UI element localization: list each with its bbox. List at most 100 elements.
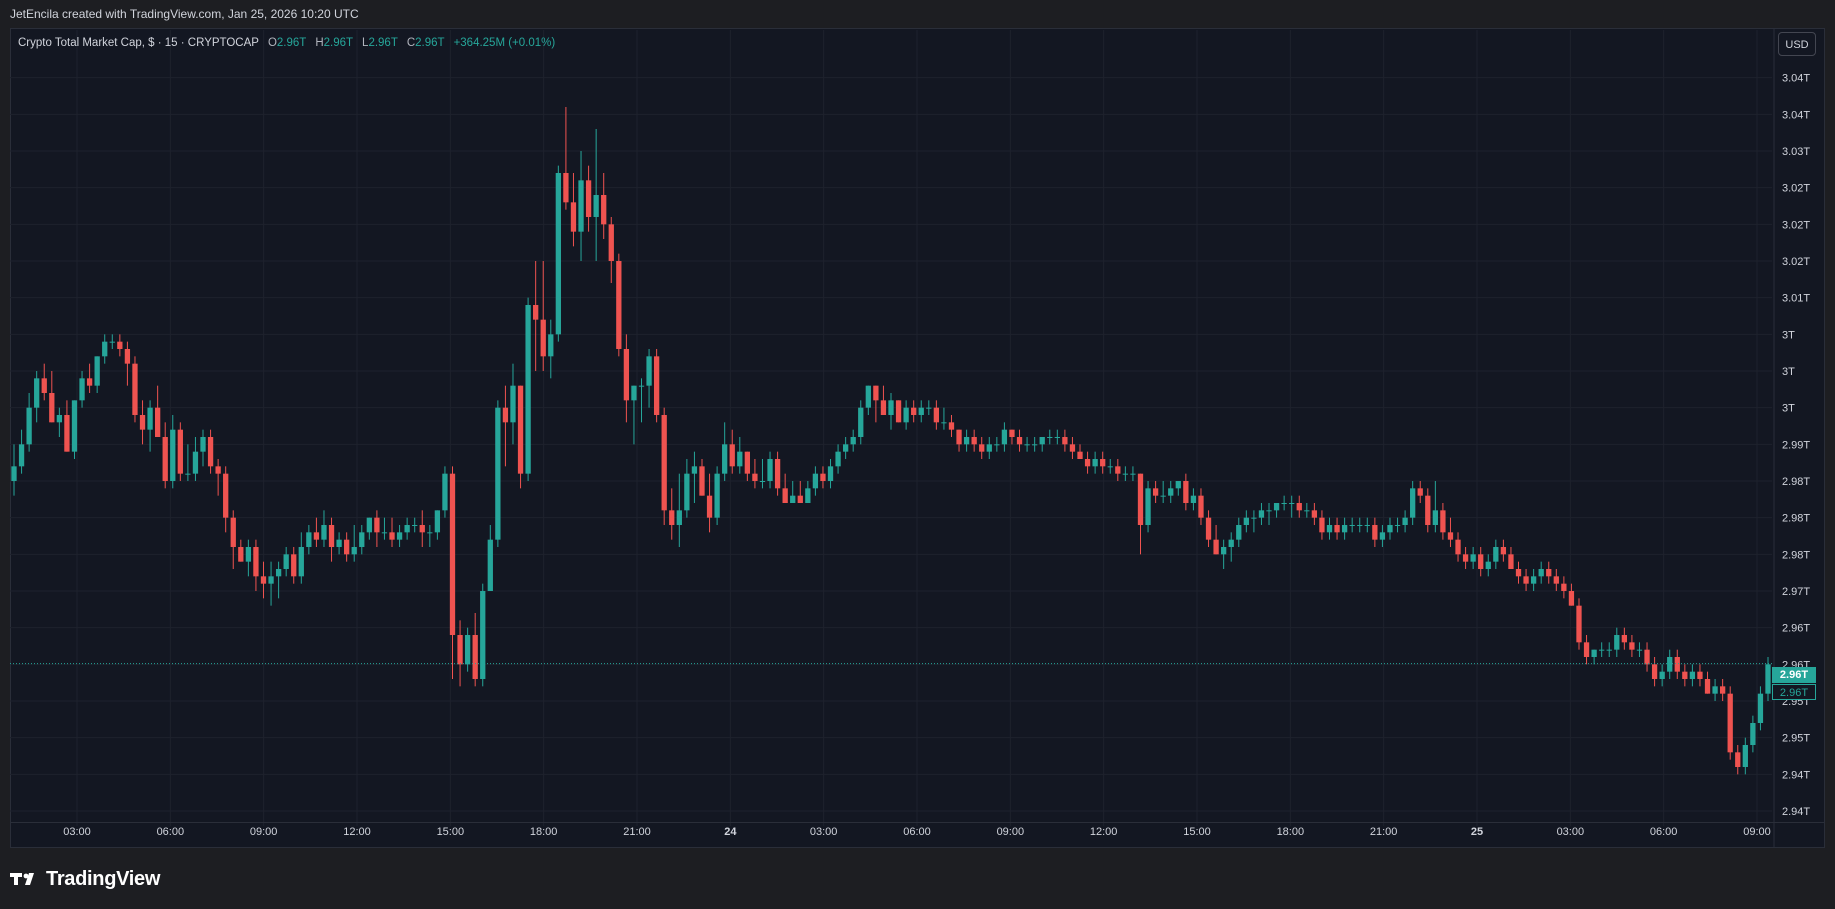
candle-body (1614, 635, 1620, 650)
candle-body (1341, 525, 1348, 533)
y-tick-label: 3T (1782, 329, 1795, 341)
candle-body (18, 444, 25, 467)
candle-body (706, 495, 713, 518)
candle-body (283, 554, 289, 569)
candle-body (888, 400, 894, 415)
x-tick-label: 21:00 (623, 826, 651, 838)
candle-body (139, 415, 146, 430)
candle-body (827, 466, 834, 481)
candle-body (260, 576, 267, 584)
candle-body (1447, 532, 1454, 540)
candle-body (86, 378, 93, 386)
x-tick-label: 25 (1471, 826, 1483, 838)
candle-body (427, 532, 433, 534)
candle-body (631, 385, 637, 401)
x-tick-label: 09:00 (250, 826, 278, 838)
candle-body (1508, 554, 1514, 569)
candle-body (1273, 503, 1280, 511)
candle-body (41, 378, 47, 393)
candle-body (457, 635, 463, 665)
change-value: +364.25M (+0.01%) (453, 37, 556, 49)
y-tick-label: 3.04T (1782, 109, 1810, 121)
candle-body (1455, 539, 1461, 555)
candle-body (26, 407, 32, 445)
candle-body (669, 510, 675, 525)
candle-body (480, 591, 486, 679)
candle-body (737, 451, 743, 467)
candle-body (593, 195, 599, 217)
candle-body (404, 525, 410, 533)
candle-body (1198, 495, 1204, 518)
candle-body (230, 517, 236, 547)
candle-body (699, 466, 705, 496)
candle-body (1432, 510, 1438, 525)
candle-body (1054, 437, 1060, 438)
candle-body (1092, 459, 1098, 467)
candle-body (1553, 576, 1559, 584)
x-tick-label: 03:00 (1557, 826, 1585, 838)
candle-body (117, 341, 123, 349)
candle-body (714, 473, 720, 518)
x-tick-label: 18:00 (1277, 826, 1305, 838)
candle-body (1757, 693, 1764, 723)
candle-body (1221, 547, 1227, 555)
candle-body (638, 385, 645, 387)
candle-body (1062, 437, 1068, 445)
candle-body (147, 407, 153, 430)
candle-body (525, 305, 531, 474)
open-label: O (267, 37, 277, 49)
candle-body (396, 532, 403, 540)
candle-body (1372, 525, 1378, 540)
candle-body (1183, 481, 1189, 503)
candle-body (563, 173, 569, 203)
y-tick-label: 2.98T (1782, 513, 1810, 525)
candle-body (729, 444, 735, 467)
candle-body (56, 415, 63, 423)
candle-body (1258, 510, 1265, 518)
candle-body (1213, 539, 1219, 555)
candle-body (1629, 642, 1635, 650)
candle-body (1606, 649, 1612, 651)
candle-body (79, 378, 85, 401)
candle-body (1689, 671, 1696, 679)
candle-body (1719, 686, 1726, 694)
candle-body (1387, 525, 1393, 533)
candle-body (986, 444, 992, 452)
candle-body (1704, 679, 1711, 694)
candle-body (918, 407, 924, 415)
candle-body (200, 437, 206, 452)
symbol-name: Crypto Total Market Cap, $ · 15 · CRYPTO… (18, 37, 259, 49)
candle-body (321, 525, 327, 540)
candle-body (767, 459, 773, 481)
candle-body (797, 495, 803, 503)
candle-body (1470, 554, 1476, 562)
tradingview-logo-icon (10, 873, 34, 885)
candle-body (1281, 503, 1287, 504)
candle-body (374, 517, 380, 533)
candle-body (790, 495, 796, 503)
candle-body (109, 341, 115, 343)
candle-body (495, 407, 501, 540)
candle-body (1659, 671, 1665, 679)
currency-button[interactable]: USD (1778, 32, 1816, 56)
candle-body (71, 400, 78, 452)
candle-body (1402, 517, 1408, 525)
candle-body (752, 473, 758, 481)
candle-body (1538, 569, 1544, 577)
candle-body (238, 547, 244, 562)
y-tick-label: 3T (1782, 403, 1795, 415)
candle-body (1304, 510, 1310, 512)
candle-body (858, 407, 864, 437)
candle-body (1001, 429, 1008, 445)
candle-body (449, 473, 456, 635)
candle-body (1530, 576, 1537, 584)
candle-body (971, 437, 977, 445)
candle-body (1425, 495, 1431, 525)
candle-body (1410, 488, 1416, 518)
candle-body (873, 385, 879, 401)
candle-body (223, 473, 229, 518)
candle-body (1478, 554, 1484, 569)
brand-name: TradingView (46, 867, 161, 890)
candle-body (132, 363, 138, 415)
